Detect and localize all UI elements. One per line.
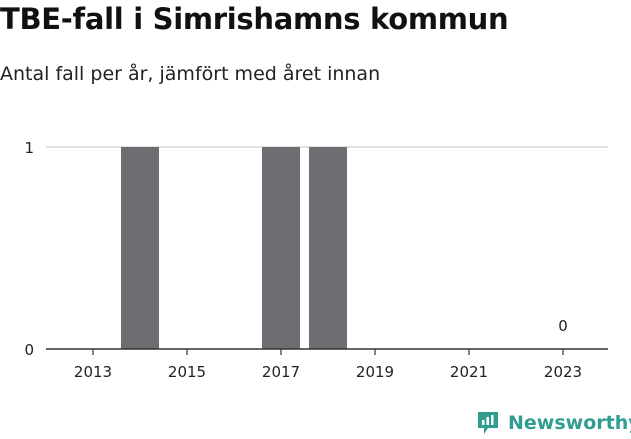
x-tick-label: 2013 bbox=[74, 363, 112, 381]
y-tick-label: 0 bbox=[24, 341, 34, 359]
x-tick-label: 2017 bbox=[262, 363, 300, 381]
newsworthy-chart-icon bbox=[478, 412, 498, 434]
x-tick-label: 2019 bbox=[356, 363, 394, 381]
chart-title: TBE-fall i Simrishamns kommun bbox=[0, 2, 509, 36]
bar bbox=[121, 147, 159, 349]
x-tick-label: 2021 bbox=[450, 363, 488, 381]
data-label: 0 bbox=[558, 317, 568, 335]
newsworthy-logo: Newsworthy bbox=[476, 407, 631, 439]
bar-chart: 0 1 2013 2015 2017 2019 2021 2023 0 bbox=[24, 139, 608, 381]
chart-subtitle: Antal fall per år, jämfört med året inna… bbox=[0, 63, 381, 85]
x-tick-label: 2023 bbox=[544, 363, 582, 381]
logo-text: Newsworthy bbox=[508, 412, 631, 434]
x-tick-label: 2015 bbox=[168, 363, 206, 381]
y-tick-label: 1 bbox=[24, 139, 34, 157]
bar bbox=[262, 147, 300, 349]
bar bbox=[309, 147, 347, 349]
